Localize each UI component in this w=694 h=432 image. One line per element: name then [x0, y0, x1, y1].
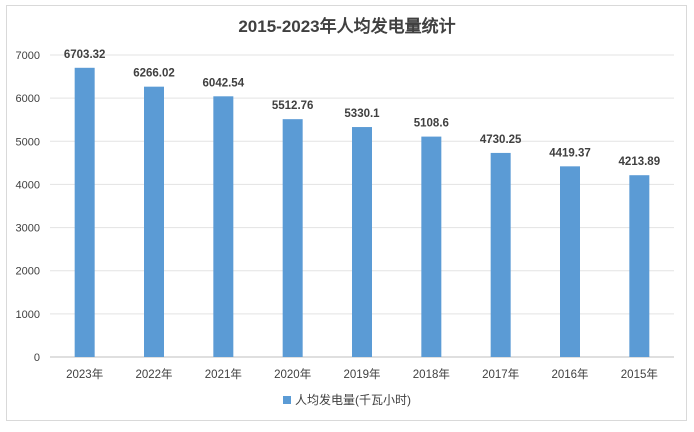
- x-tick-label: 2015年: [621, 367, 658, 381]
- data-label: 6703.32: [64, 49, 106, 61]
- legend: 人均发电量(千瓦小时): [283, 392, 411, 407]
- x-tick-label: 2020年: [274, 367, 311, 381]
- bar: [352, 127, 372, 358]
- data-label: 4213.89: [619, 156, 661, 168]
- data-label: 6042.54: [203, 77, 245, 89]
- bar: [490, 152, 511, 357]
- chart-title: 2015-2023年人均发电量统计: [238, 16, 455, 36]
- data-label: 5512.76: [272, 100, 314, 112]
- bar: [282, 119, 303, 357]
- x-tick-label: 2022年: [135, 367, 172, 381]
- data-label: 6266.02: [133, 68, 175, 80]
- x-tick-label: 2016年: [551, 367, 588, 381]
- data-label: 4730.25: [480, 134, 522, 146]
- bar: [74, 67, 95, 357]
- data-label: 5108.6: [414, 118, 449, 130]
- chart-border: [6, 5, 687, 421]
- x-tick-label: 2017年: [482, 367, 519, 381]
- x-axis-ticks: 2023年 2022年 2021年 2020年 2019年 2018年 2017年 2016年…: [66, 367, 658, 381]
- y-tick-label: 4000: [16, 179, 40, 191]
- x-tick-label: 2021年: [205, 367, 242, 381]
- bar: [629, 175, 650, 357]
- legend-label: 人均发电量(千瓦小时): [295, 392, 411, 407]
- data-labels: 6703.32 6266.02 6042.54 5512.76 5330.1 5108.6…: [64, 49, 660, 168]
- y-tick-label: 5000: [16, 136, 40, 148]
- y-tick-label: 0: [34, 352, 40, 364]
- bars: [74, 67, 650, 358]
- y-tick-label: 1000: [16, 309, 40, 321]
- data-label: 4419.37: [549, 147, 591, 159]
- x-tick-label: 2019年: [343, 367, 380, 381]
- y-tick-label: 2000: [16, 266, 40, 278]
- bar: [560, 166, 580, 357]
- x-tick-label: 2018年: [413, 367, 450, 381]
- y-axis-ticks: 0 1000 2000 3000 4000 5000 6000 7000: [16, 50, 40, 364]
- bar: [421, 136, 442, 357]
- bar: [213, 96, 234, 358]
- legend-swatch: [283, 396, 291, 404]
- data-label: 5330.1: [344, 108, 380, 120]
- y-tick-label: 3000: [16, 223, 40, 235]
- x-tick-label: 2023年: [66, 367, 103, 381]
- y-tick-label: 6000: [16, 93, 40, 105]
- y-tick-label: 7000: [16, 50, 40, 62]
- bar: [144, 86, 164, 358]
